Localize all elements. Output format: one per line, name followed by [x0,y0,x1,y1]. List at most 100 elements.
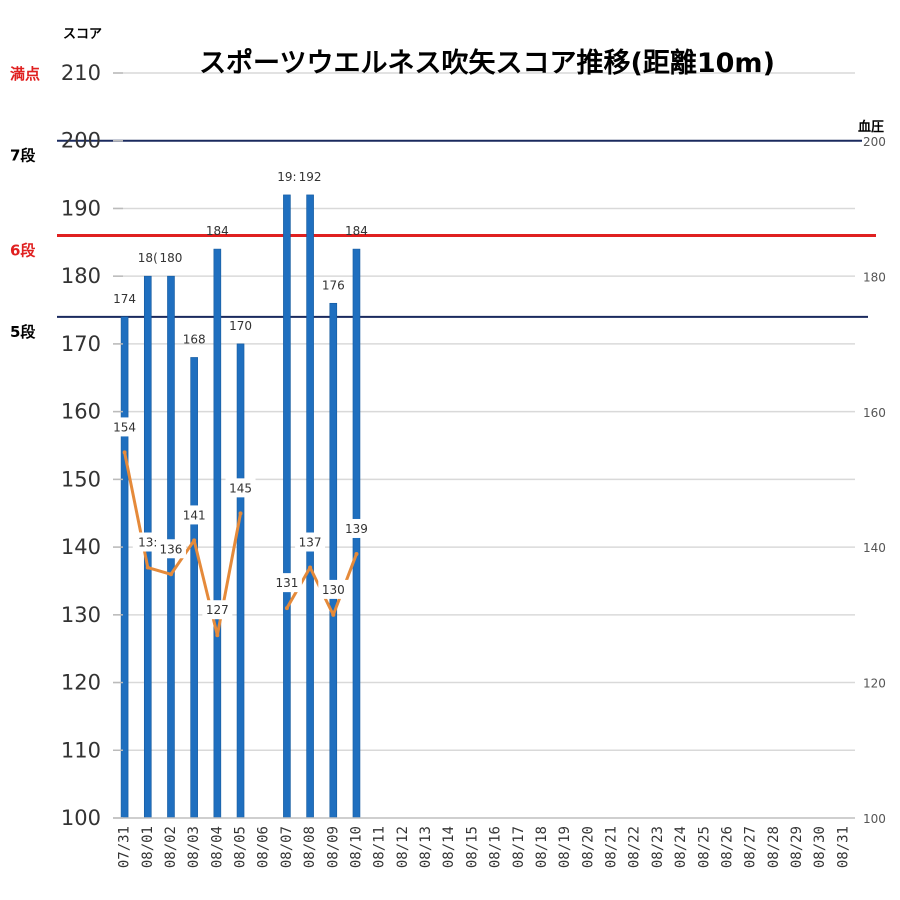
y-left-tick-label: 150 [61,467,101,491]
line-label-box [155,539,186,559]
line-value-label: 154 [113,420,136,434]
reference-line-label: 5段 [10,323,35,341]
line-label-box [132,532,163,552]
blood-pressure-point [215,633,220,638]
line-value-label: 136 [160,542,183,556]
y-left-tick-label: 140 [61,535,101,559]
line-value-label: 145 [229,481,252,495]
y-left-tick-label: 200 [61,129,101,153]
x-tick-label: 08/01 [140,826,156,868]
x-tick-label: 08/31 [835,826,851,868]
line-label-box [341,518,372,538]
bar-value-label: 174 [113,292,136,306]
y-left-tick-label: 110 [61,738,101,762]
line-label-box [225,478,256,498]
axes: 100 110 120 130 140 150 160 170 180 190 200 210 100 1… [61,61,886,868]
x-tick-label: 08/04 [209,826,225,868]
x-tick-label: 08/06 [256,826,272,868]
line-label-box [202,600,233,620]
line-value-label: 141 [183,508,206,522]
line-value-label: 137 [299,536,322,550]
data-labels: 174 18(180 168 184 170 19: 192 176 184 154 13: 136 1… [109,170,372,620]
x-tick-label: 08/05 [233,826,249,868]
blood-pressure-point [192,538,197,543]
y-left-tick-label: 180 [61,264,101,288]
y-right-tick-label: 120 [863,677,886,691]
x-tick-label: 08/19 [557,826,573,868]
blood-pressure-point [308,565,313,570]
bar-value-label: 176 [322,278,345,292]
x-tick-label: 08/26 [719,826,735,868]
y-left-tick-label: 170 [61,332,101,356]
bar-value-label: 184 [345,224,368,238]
score-bar [120,316,129,819]
y-left-tick-label: 190 [61,196,101,220]
blood-pressure-point [122,450,127,455]
y-right-tick-label: 140 [863,541,886,555]
x-tick-label: 08/17 [511,826,527,868]
reference-line-label: 6段 [10,242,35,260]
x-tick-label: 07/31 [117,826,133,868]
line-label-box [318,579,349,599]
x-tick-label: 08/12 [395,826,411,868]
bar-value-label: 18( [138,251,158,265]
x-tick-label: 08/15 [464,826,480,868]
x-tick-label: 08/20 [580,826,596,868]
y-left-tick-label: 160 [61,400,101,424]
bar-value-label: 180 [160,251,183,265]
y-left-tick-label: 100 [61,806,101,830]
x-tick-label: 08/02 [163,826,179,868]
x-tick-label: 08/30 [812,826,828,868]
blood-pressure-point [354,551,359,556]
blood-pressure-point [145,565,150,570]
reference-line-label: 7段 [10,147,35,165]
gridlines [113,72,855,752]
y-right-tick-label: 160 [863,406,886,420]
chart-title: スポーツウエルネス吹矢スコア推移(距離10m) [199,47,775,79]
line-value-label: 130 [322,583,345,597]
bar-value-label: 170 [229,319,252,333]
x-tick-label: 08/03 [186,826,202,868]
x-tick-label: 08/07 [279,826,295,868]
reference-line-label: 満点 [10,65,40,83]
blood-pressure-point [168,572,173,577]
score-bar [190,357,198,819]
bar-value-label: 192 [299,170,322,184]
line-label-box [179,505,210,525]
y-right-tick-label: 100 [863,812,886,826]
x-tick-label: 08/28 [766,826,782,868]
reference-lines: 満点 7段 6段 5段 [10,65,876,341]
score-bar [283,194,291,819]
blood-pressure-point [284,606,289,611]
line-value-label: 131 [275,576,298,590]
score-bar [329,302,338,819]
x-tick-label: 08/08 [302,826,318,868]
x-tick-label: 08/16 [488,826,504,868]
line-label-box [295,532,326,552]
x-tick-label: 08/27 [743,826,759,868]
y-right-tick-label: 180 [863,270,886,284]
y-right-axis-label: 血圧 [858,119,884,135]
x-tick-label: 08/11 [372,826,388,868]
score-bar [306,194,314,819]
y-right-tick-label: 200 [863,135,886,149]
x-tick-label: 08/21 [604,826,620,868]
x-tick-label: 08/23 [650,826,666,868]
y-left-axis-label: スコア [63,27,102,42]
x-tick-label: 08/13 [418,826,434,868]
line-label-box [271,573,302,593]
x-tick-label: 08/25 [696,826,712,868]
y-left-tick-label: 120 [61,671,101,695]
line-value-label: 13: [138,536,157,550]
line-value-label: 139 [345,522,368,536]
y-left-tick-label: 210 [61,61,101,85]
bar-value-label: 184 [206,224,229,238]
x-tick-label: 08/29 [789,826,805,868]
x-tick-label: 08/09 [325,826,341,868]
x-tick-label: 08/18 [534,826,550,868]
x-tick-label: 08/14 [441,826,457,868]
score-bar [213,248,222,819]
x-tick-label: 08/24 [673,826,689,868]
line-label-box [109,417,140,437]
